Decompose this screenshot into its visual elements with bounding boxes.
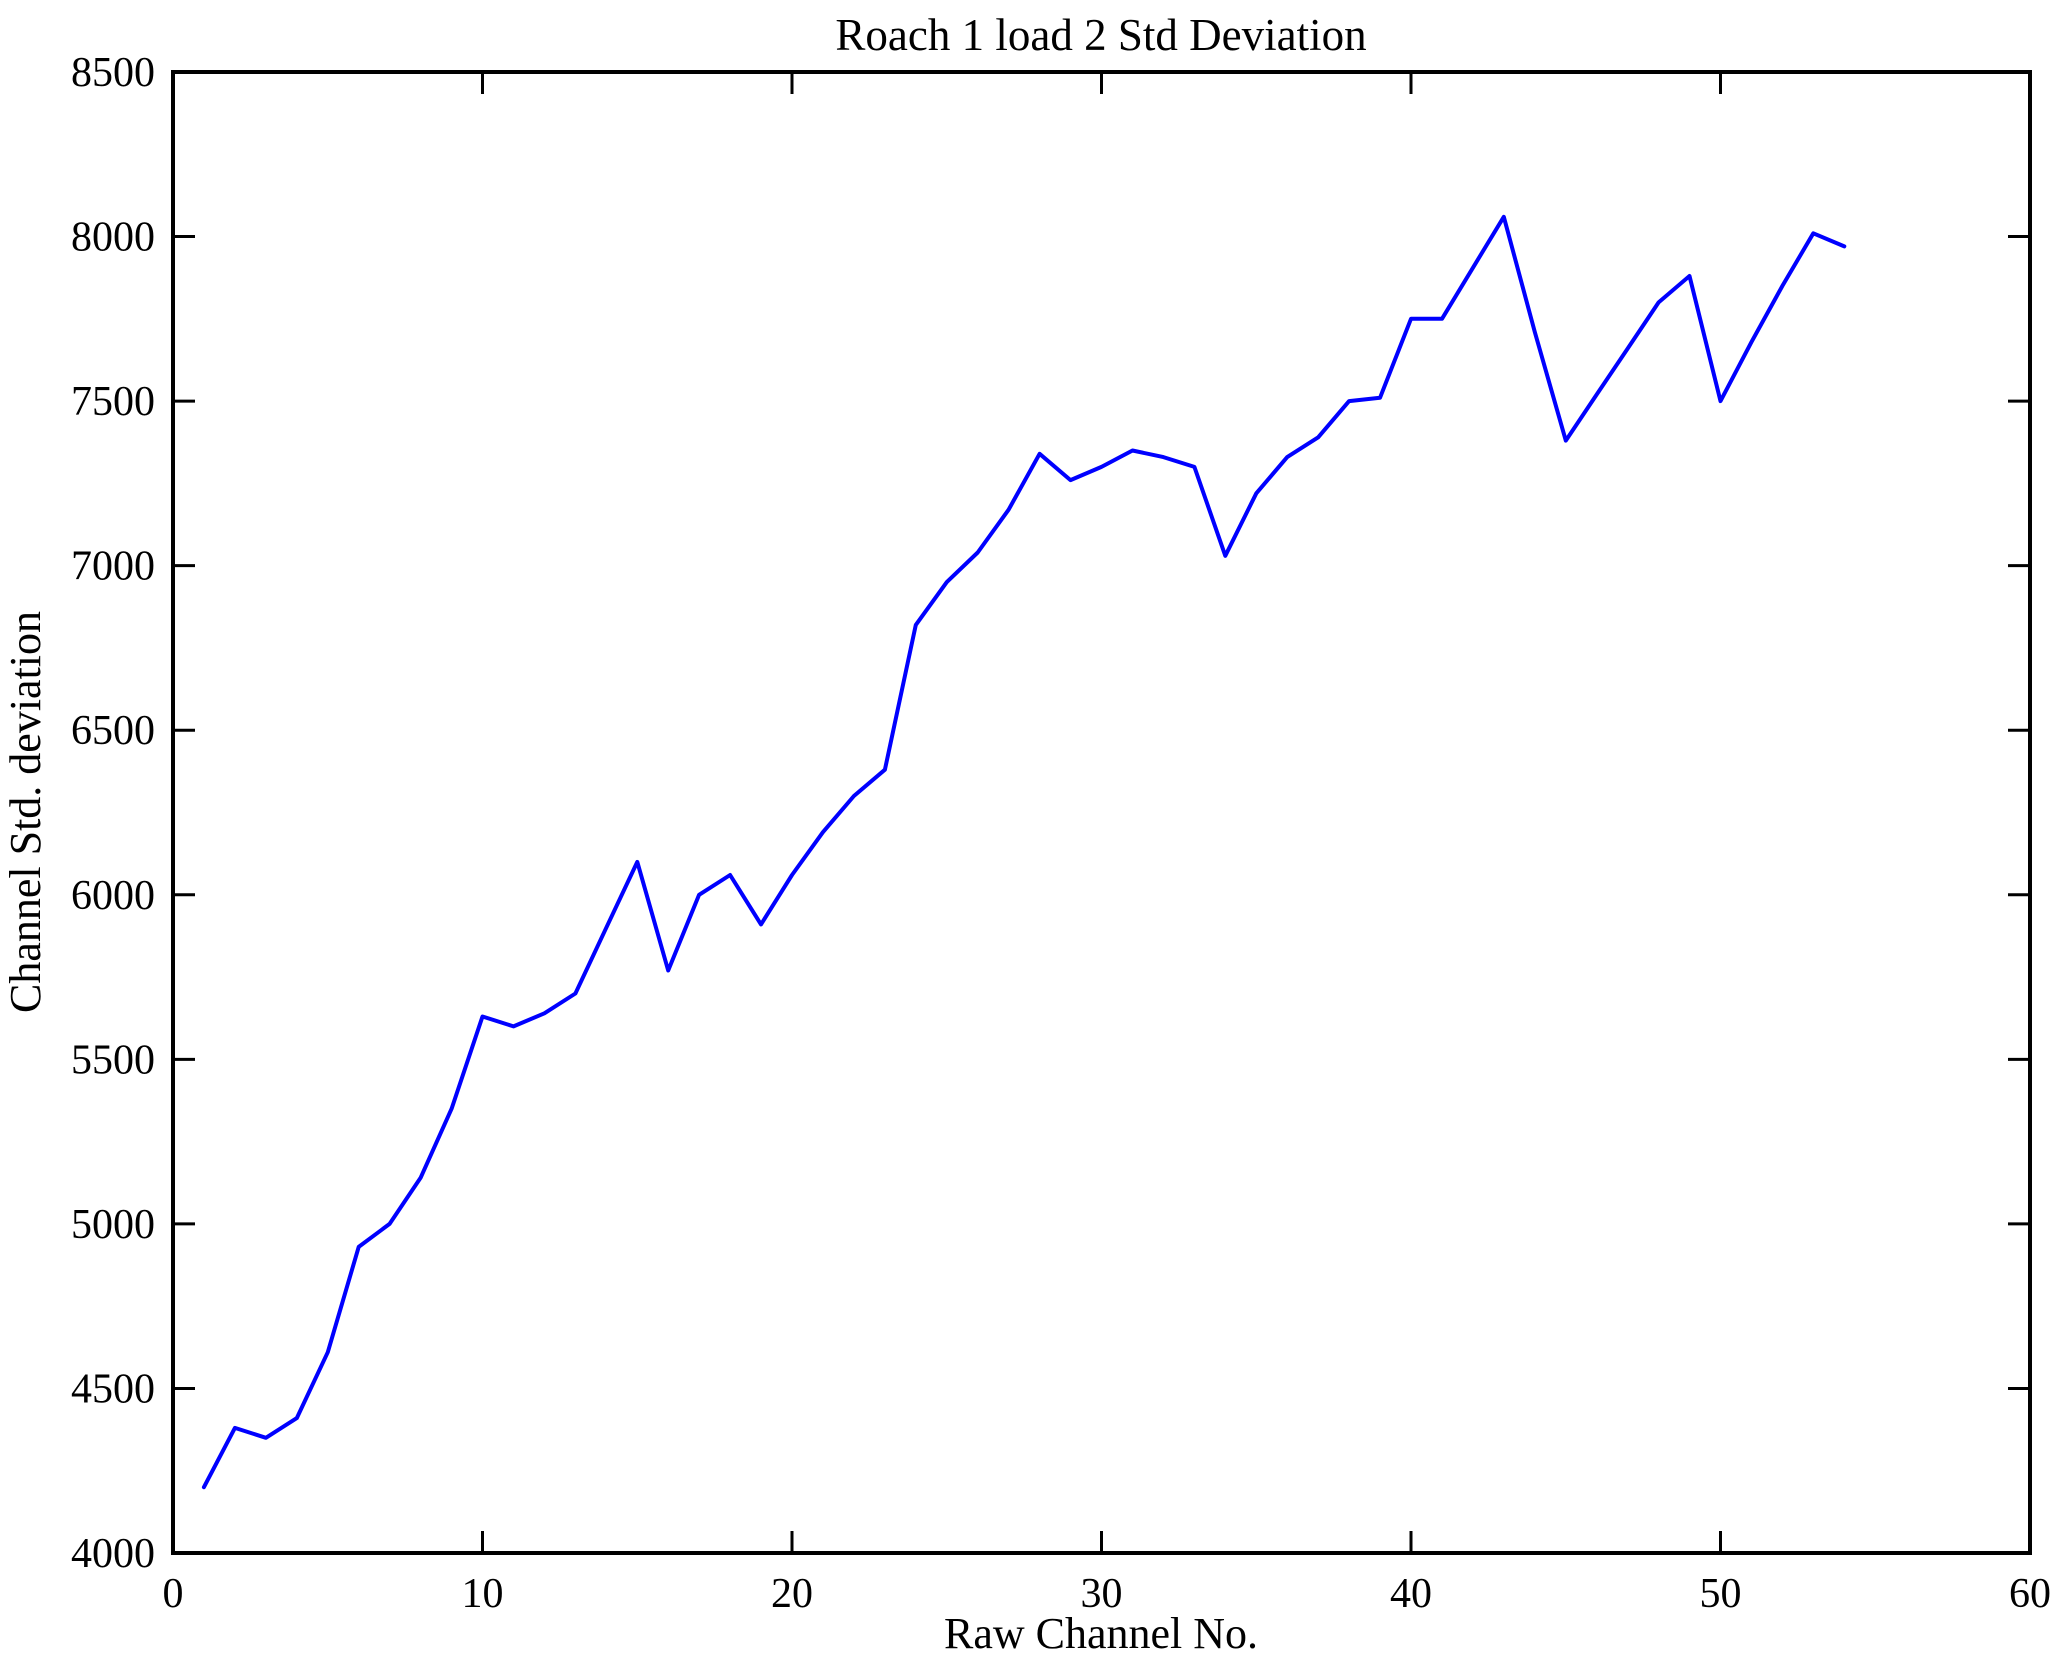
x-tick-label: 0 [163,1571,184,1617]
y-tick-label: 5500 [71,1037,155,1083]
x-tick-label: 40 [1390,1571,1432,1617]
x-tick-label: 50 [1700,1571,1742,1617]
data-line [201,214,1847,1490]
y-tick-label: 5000 [71,1202,155,1248]
data-series [201,214,1847,1490]
y-tick-label: 7000 [71,544,155,590]
plot-area-border [171,70,2032,1555]
chart-title: Roach 1 load 2 Std Deviation [835,10,1366,60]
y-tick-label: 8500 [71,50,155,96]
axis-ticks [171,70,2032,1555]
y-tick-label: 7500 [71,379,155,425]
y-tick-label: 6500 [71,708,155,754]
y-axis-label: Channel Std. deviation [1,611,50,1013]
y-tick-label: 4000 [71,1531,155,1577]
y-tick-label: 6000 [71,873,155,919]
x-tick-label: 60 [2009,1571,2051,1617]
x-tick-label: 20 [771,1571,813,1617]
x-tick-label: 30 [1081,1571,1123,1617]
y-tick-label: 8000 [71,215,155,261]
y-tick-label: 4500 [71,1366,155,1412]
x-axis-label: Raw Channel No. [944,1609,1258,1658]
tick-labels: 0 10 20 30 40 50 60 4000 4500 5000 5500 6000 6500 700… [71,50,2051,1617]
x-tick-label: 10 [462,1571,504,1617]
